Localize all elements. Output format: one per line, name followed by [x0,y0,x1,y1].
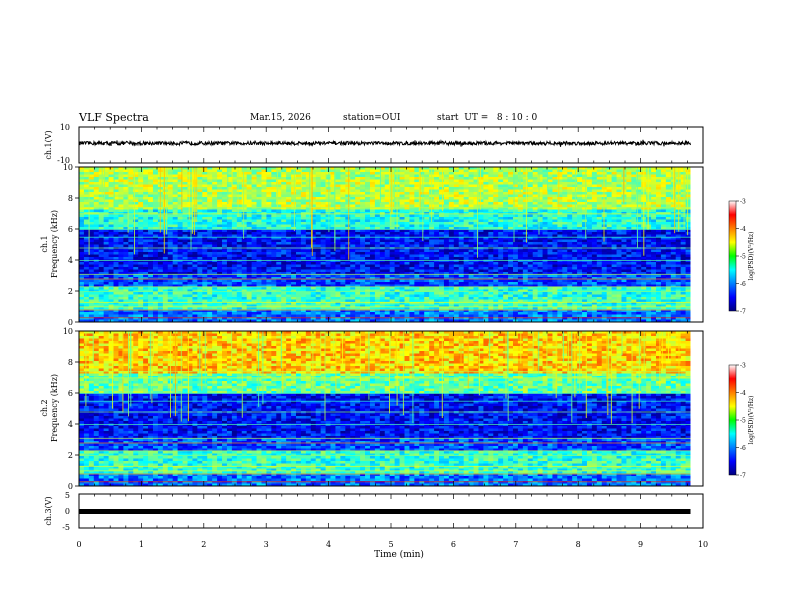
ch1-colorbar-label: log(PSD)(V²/Hz) [748,232,755,281]
colorbar-tick-label: -5 [740,254,746,261]
time-tick-label: 9 [638,540,643,549]
ch2-colorbar-ticks: -3 -4 -5 -6 -7 [736,363,746,480]
ch2-spectrogram-image [79,331,703,487]
ch1-colorbar [728,200,737,312]
ch1-ylabel-channel: ch.1 [40,235,49,252]
colorbar-tick-label: -4 [740,390,746,397]
ch3-waveform-panel: 5 0 -5 ch.3(V) [44,491,704,532]
colorbar-tick-label: -7 [740,473,746,480]
frequency-tick-label: 2 [68,287,73,296]
date-label: Mar.15, 2026 [250,113,311,123]
time-axis-label: Time (min) [374,549,424,560]
frequency-tick-label: 10 [63,327,73,336]
ch1-ytick-bottom: -10 [57,156,70,165]
time-tick-label: 8 [576,540,581,549]
ch3-ytick-middle: 0 [65,507,70,516]
ch2-ylabel-frequency: Frequency (kHz) [50,374,59,442]
ch2-ylabel-channel: ch.2 [40,399,49,416]
frequency-tick-label: 4 [68,256,73,265]
colorbar-tick-label: -4 [740,226,746,233]
time-tick-label: 1 [139,540,144,549]
ch1-ylabel: ch.1(V) [44,130,53,159]
frequency-tick-label: 8 [68,358,73,367]
frequency-tick-label: 2 [68,451,73,460]
time-tick-label: 4 [326,540,331,549]
colorbar-tick-label: -3 [740,363,746,370]
frequency-tick-label: 6 [68,225,73,234]
colorbar-tick-label: -7 [740,309,746,316]
colorbar-tick-label: -6 [740,445,746,452]
frequency-tick-label: 10 [63,163,73,172]
time-tick-label: 6 [451,540,456,549]
ch3-waveform-trace [79,509,691,514]
frequency-tick-label: 0 [68,318,73,327]
ch1-frequency-ticks: 0 2 4 6 8 10 [63,163,79,327]
ch2-frequency-ticks: 0 2 4 6 8 10 [63,327,79,491]
colorbar-tick-label: -3 [740,199,746,206]
time-axis-tick-labels: 0 1 2 3 4 5 6 7 8 9 10 [76,540,708,549]
time-tick-label: 3 [264,540,269,549]
time-tick-label: 7 [513,540,518,549]
time-tick-label: 2 [201,540,206,549]
time-tick-label: 0 [76,540,81,549]
time-tick-label: 10 [698,540,708,549]
ch1-ylabel-frequency: Frequency (kHz) [50,210,59,278]
ch2-colorbar-label: log(PSD)(V²/Hz) [748,396,755,445]
frequency-tick-label: 4 [68,420,73,429]
time-axis-ticks [78,127,704,528]
ch1-waveform-trace [78,139,691,147]
ch1-ytick-top: 10 [60,123,70,132]
start-time-label: start UT = 8 : 10 : 0 [437,113,538,123]
colorbar-tick-label: -5 [740,418,746,425]
frequency-tick-label: 0 [68,482,73,491]
ch3-ylabel: ch.3(V) [44,496,53,525]
time-tick-label: 5 [388,540,393,549]
ch1-waveform-panel: 10 -10 ch.1(V) [44,123,704,165]
ch3-ytick-top: 5 [65,491,70,500]
ch3-ytick-bottom: -5 [62,523,70,532]
frequency-tick-label: 6 [68,389,73,398]
ch1-colorbar-ticks: -3 -4 -5 -6 -7 [736,199,746,316]
ch2-colorbar [728,364,737,476]
figure-title: VLF Spectra [79,111,149,124]
colorbar-tick-label: -6 [740,281,746,288]
station-label: station=OUI [343,113,401,123]
frequency-tick-label: 8 [68,194,73,203]
ch1-spectrogram-image [79,167,703,323]
